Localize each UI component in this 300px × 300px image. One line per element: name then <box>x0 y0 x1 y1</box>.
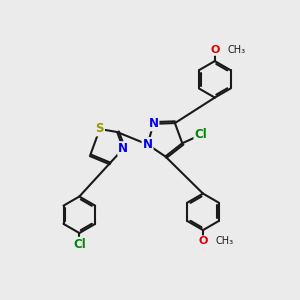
Text: N: N <box>148 117 158 130</box>
Text: N: N <box>142 138 153 151</box>
Text: Cl: Cl <box>194 128 207 141</box>
Text: N: N <box>118 142 128 155</box>
Text: CH₃: CH₃ <box>227 45 245 55</box>
Text: CH₃: CH₃ <box>215 236 233 246</box>
Text: O: O <box>210 45 220 55</box>
Text: Cl: Cl <box>73 238 86 251</box>
Text: S: S <box>95 122 104 136</box>
Text: O: O <box>198 236 208 246</box>
